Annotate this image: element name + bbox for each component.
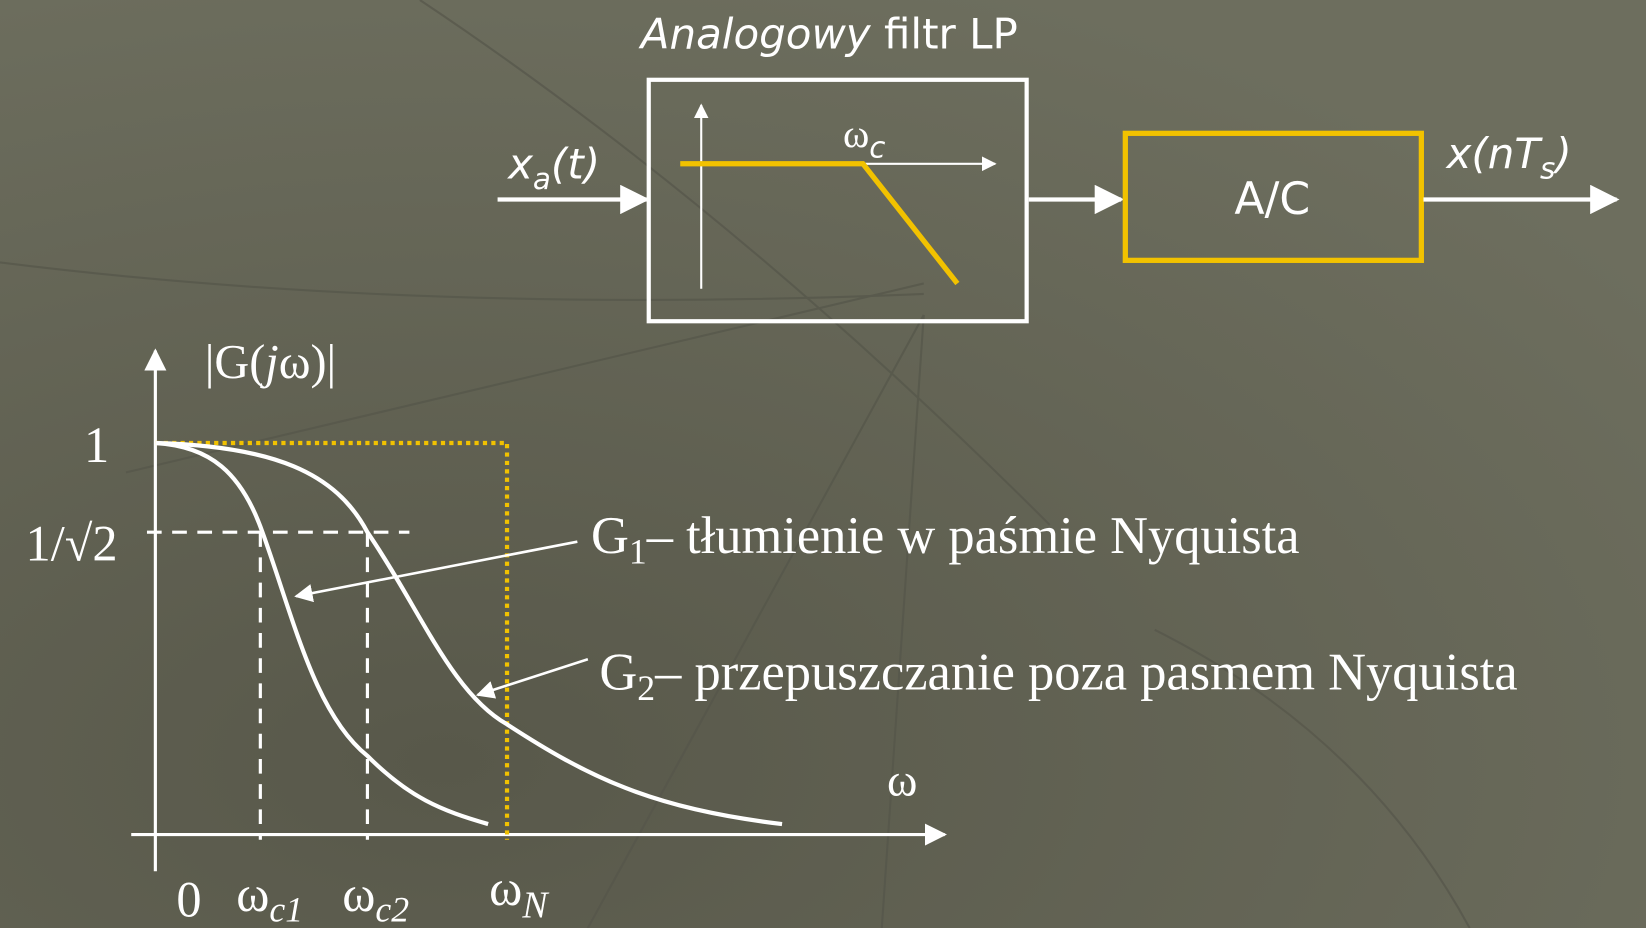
y-label: |G(jω)| bbox=[205, 336, 337, 389]
title: Analogowy filtr LP bbox=[638, 9, 1018, 58]
close: ) bbox=[1552, 129, 1571, 178]
symbol: ω bbox=[843, 111, 869, 156]
symbol: G bbox=[591, 507, 629, 565]
part: ω)| bbox=[279, 336, 337, 389]
subscript: 2 bbox=[637, 668, 655, 708]
converter-label: A/C bbox=[1234, 174, 1310, 225]
text: – przepuszczanie poza pasmem Nyquista bbox=[654, 644, 1517, 702]
title-italic: Analogowy bbox=[638, 9, 872, 58]
symbol: x(nT bbox=[1445, 129, 1544, 178]
symbol: x bbox=[506, 139, 534, 188]
subscript: c1 bbox=[269, 890, 303, 928]
text: – tłumienie w paśmie Nyquista bbox=[646, 507, 1300, 565]
title-rest: filtr LP bbox=[884, 9, 1018, 58]
page: Analogowy filtr LP ωc xa(t) A/C x(nTs) |… bbox=[0, 0, 1646, 928]
x-tick-label: 0 bbox=[176, 871, 201, 927]
argument: (t) bbox=[551, 139, 600, 188]
x-label: ω bbox=[887, 755, 917, 806]
input-label: xa(t) bbox=[506, 139, 600, 195]
annotation: G1– tłumienie w paśmie Nyquista bbox=[591, 507, 1300, 571]
subscript: a bbox=[533, 162, 551, 196]
subscript: N bbox=[521, 884, 549, 926]
background bbox=[0, 0, 1646, 928]
subscript: c2 bbox=[375, 890, 409, 928]
symbol: ω bbox=[342, 866, 375, 922]
subscript: c bbox=[869, 130, 885, 164]
symbol: G bbox=[599, 644, 637, 702]
annotation: G2– przepuszczanie poza pasmem Nyquista bbox=[599, 644, 1517, 708]
subscript: s bbox=[1540, 151, 1555, 185]
slide: Analogowy filtr LP ωc xa(t) A/C x(nTs) |… bbox=[0, 0, 1646, 928]
symbol: ω bbox=[489, 860, 522, 916]
subscript: 1 bbox=[629, 532, 647, 572]
part: |G( bbox=[205, 336, 266, 389]
symbol: ω bbox=[236, 866, 269, 922]
y-tick-label: 1 bbox=[84, 417, 109, 473]
y-tick-label: 1/√2 bbox=[26, 516, 118, 572]
